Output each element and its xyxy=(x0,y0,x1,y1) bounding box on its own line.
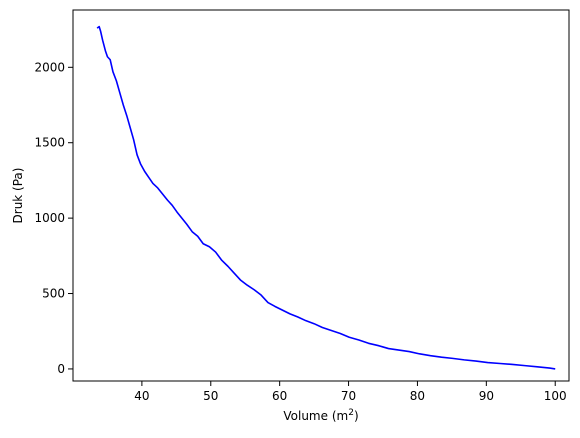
y-axis-label: Druk (Pa) xyxy=(11,168,25,224)
y-tick-label: 1000 xyxy=(34,211,65,225)
x-tick-label: 80 xyxy=(410,389,425,403)
x-tick-label: 100 xyxy=(544,389,567,403)
y-tick-label: 1500 xyxy=(34,136,65,150)
x-tick-label: 40 xyxy=(134,389,149,403)
x-tick-label: 60 xyxy=(272,389,287,403)
plot-frame xyxy=(72,9,570,382)
x-tick-label: 50 xyxy=(203,389,218,403)
y-tick-label: 0 xyxy=(57,362,65,376)
x-axis-label: Volume (m2) xyxy=(283,408,358,423)
x-axis-label-main: Volume (m xyxy=(283,409,348,423)
y-tick-label: 500 xyxy=(42,287,65,301)
x-axis-label-superscript: 2 xyxy=(348,408,354,418)
x-tick-label: 90 xyxy=(479,389,494,403)
tick-marks xyxy=(68,66,556,386)
x-axis-label-tail: ) xyxy=(354,409,359,423)
y-tick-label: 2000 xyxy=(34,60,65,74)
series-line-0 xyxy=(96,25,556,370)
x-tick-label: 70 xyxy=(341,389,356,403)
